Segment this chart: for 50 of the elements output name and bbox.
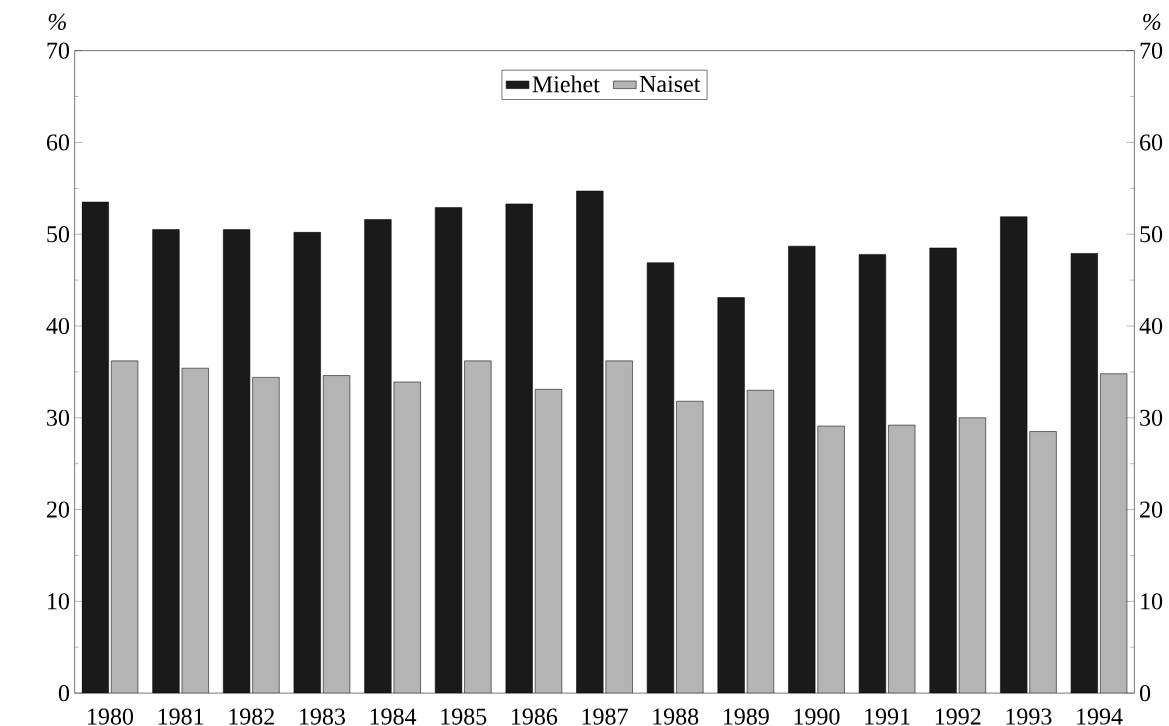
x-tick-label: 1992: [935, 708, 981, 725]
y-tick-label: 0: [58, 684, 70, 701]
bar: [323, 375, 350, 693]
y-tick-label: 10: [48, 593, 70, 610]
bar: [817, 425, 845, 693]
y2-tick-label: 0: [1139, 684, 1151, 701]
x-tick-label: 1989: [723, 708, 769, 725]
y-tick-label: 60: [46, 134, 70, 151]
x-tick-label: 1994: [1077, 708, 1123, 725]
y2-tick-label: 20: [1140, 501, 1163, 518]
y-axis-title: %: [48, 13, 66, 30]
x-tick-label: 1987: [582, 708, 628, 725]
y2-tick-label: 40: [1139, 317, 1163, 334]
y-tick-label: 70: [47, 42, 70, 59]
legend-label: Naiset: [639, 75, 701, 92]
x-tick-label: 1993: [1006, 708, 1052, 725]
x-tick-label: 1985: [441, 708, 487, 725]
y2-tick-label: 10: [1141, 593, 1163, 610]
bar: [535, 389, 562, 693]
bar: [747, 390, 774, 693]
x-tick-label: 1983: [300, 708, 345, 725]
y2-tick-label: 30: [1140, 409, 1163, 426]
y-tick-label: 30: [47, 409, 70, 426]
x-tick-label: 1980: [88, 708, 134, 725]
x-tick-label: 1986: [511, 708, 558, 725]
x-tick-label: 1990: [794, 708, 840, 725]
bar: [1029, 431, 1057, 693]
x-tick-label: 1982: [229, 708, 274, 725]
x-tick-label: 1984: [370, 708, 417, 725]
bar: [181, 367, 209, 693]
bar: [252, 377, 280, 693]
y2-tick-label: 60: [1140, 134, 1163, 151]
bar: [676, 401, 704, 693]
legend-label: Miehet: [532, 75, 600, 93]
bar: [888, 424, 916, 693]
y-tick-label: 40: [46, 317, 70, 334]
x-tick-label: 1981: [158, 708, 204, 725]
x-tick-label: 1988: [653, 708, 699, 725]
bar: [959, 417, 986, 693]
bar: [605, 360, 633, 693]
bar: [393, 381, 421, 693]
y2-tick-label: 50: [1140, 225, 1163, 243]
bar: [464, 360, 492, 693]
y2-axis-title: %: [1143, 13, 1161, 30]
bar: [1100, 373, 1128, 693]
y2-tick-label: 70: [1140, 42, 1163, 59]
bar: [111, 360, 138, 693]
y-tick-label: 20: [46, 501, 70, 518]
x-tick-label: 1991: [865, 708, 910, 725]
y-tick-label: 50: [47, 225, 70, 243]
